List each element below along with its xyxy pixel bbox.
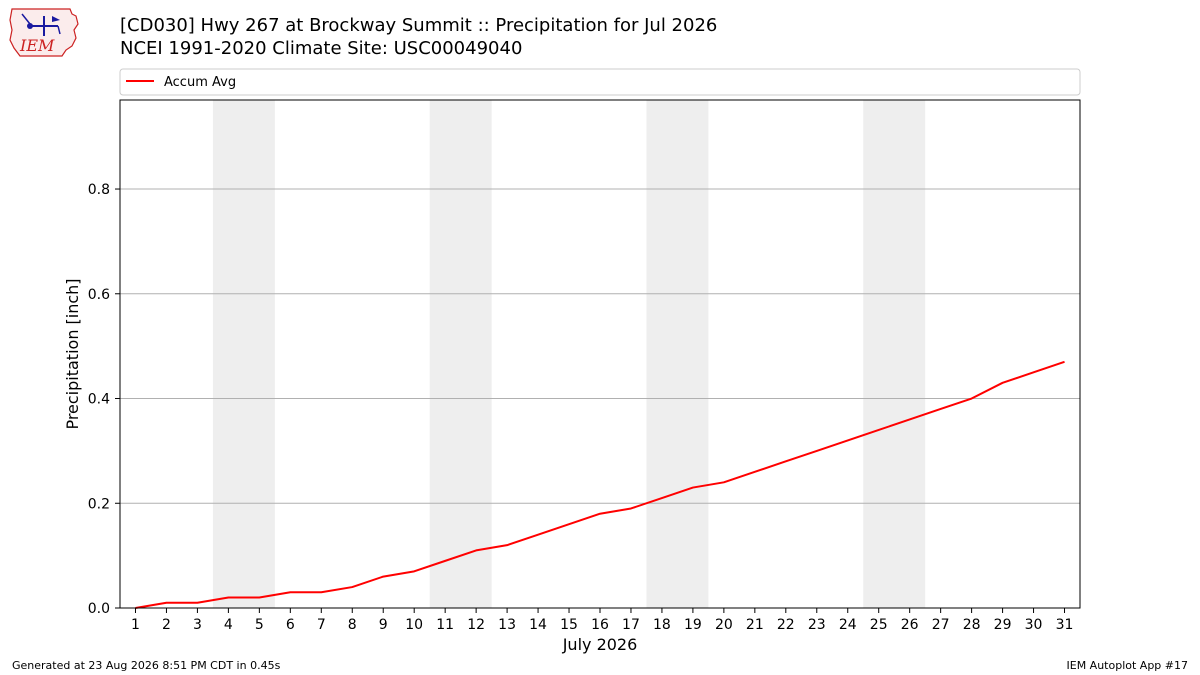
x-tick-label-2: 2 [162,617,171,633]
legend: Accum Avg [119,68,1081,96]
x-tick-label-12: 12 [467,617,485,633]
x-tick-label-22: 22 [777,617,795,633]
x-tick-label-1: 1 [131,617,140,633]
x-tick-label-6: 6 [286,617,295,633]
footer-generated: Generated at 23 Aug 2026 8:51 PM CDT in … [12,659,281,672]
weather-station-icon [21,13,61,36]
x-tick-label-16: 16 [591,617,609,633]
x-tick-label-25: 25 [870,617,888,633]
y-tick-label-4: 0.8 [88,182,110,198]
y-tick-label-2: 0.4 [88,392,110,408]
x-tick-label-20: 20 [715,617,733,633]
legend-label-accum-avg: Accum Avg [164,75,236,90]
x-axis-label: July 2026 [562,635,638,654]
weekend-bands [212,100,926,608]
iem-logo: IEM [9,8,79,57]
footer-app: IEM Autoplot App #17 [1067,659,1189,672]
y-axis-ticks: 0.0 0.2 0.4 0.6 0.8 [88,182,120,617]
x-tick-label-8: 8 [348,617,357,633]
x-tick-label-7: 7 [317,617,326,633]
y-tick-label-1: 0.2 [88,496,110,512]
weekend-band-4 [863,100,926,608]
x-tick-label-13: 13 [498,617,516,633]
chart-title: [CD030] Hwy 267 at Brockway Summit :: Pr… [120,15,717,36]
y-axis-label: Precipitation [inch] [63,278,82,429]
chart-subtitle: NCEI 1991-2020 Climate Site: USC00049040 [120,38,522,59]
x-tick-label-23: 23 [808,617,826,633]
x-axis-ticks: 1 2 3 4 5 6 7 8 9 10 11 12 13 14 15 16 17 18 19 20 21 22 23 24 2… [131,608,1073,633]
x-tick-label-19: 19 [684,617,702,633]
x-tick-label-30: 30 [1025,617,1043,633]
x-tick-label-26: 26 [901,617,919,633]
y-tick-label-0: 0.0 [88,601,110,617]
x-tick-label-14: 14 [529,617,547,633]
x-tick-label-24: 24 [839,617,857,633]
x-tick-label-18: 18 [653,617,671,633]
x-tick-label-10: 10 [405,617,423,633]
weekend-band-3 [646,100,709,608]
x-tick-label-11: 11 [436,617,454,633]
x-tick-label-15: 15 [560,617,578,633]
x-tick-label-9: 9 [379,617,388,633]
gridlines [120,188,1080,504]
x-tick-label-4: 4 [224,617,233,633]
x-tick-label-3: 3 [193,617,202,633]
x-tick-label-29: 29 [994,617,1012,633]
x-tick-label-27: 27 [932,617,950,633]
x-tick-label-5: 5 [255,617,264,633]
x-tick-label-31: 31 [1056,617,1074,633]
weekend-band-2 [429,100,492,608]
x-tick-label-28: 28 [963,617,981,633]
series-lines [135,360,1065,609]
x-tick-label-21: 21 [746,617,764,633]
y-tick-label-3: 0.6 [88,287,110,303]
x-tick-label-17: 17 [622,617,640,633]
weekend-band-1 [212,100,275,608]
logo-text: IEM [19,36,55,55]
legend-frame [119,68,1081,96]
